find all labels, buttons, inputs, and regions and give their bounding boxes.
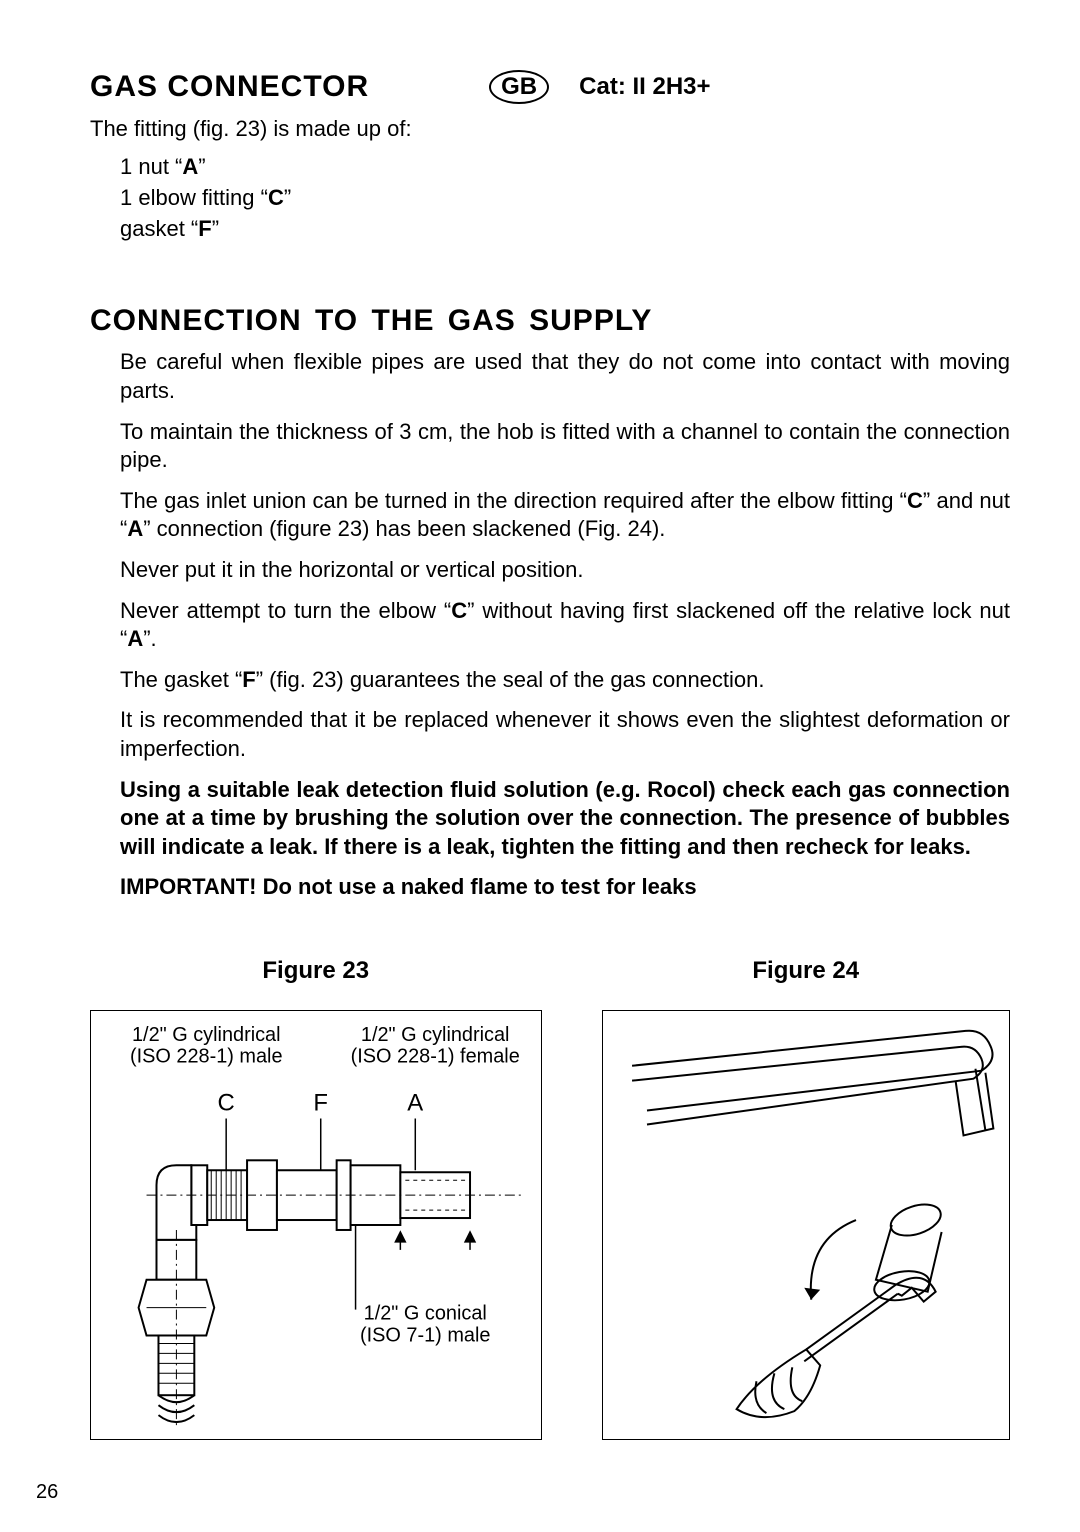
- paragraph: The gasket “F” (fig. 23) guarantees the …: [120, 666, 1010, 695]
- figure-title: Figure 24: [602, 957, 1011, 985]
- svg-text:1/2" G conical: 1/2" G conical: [364, 1302, 487, 1324]
- figure-24-diagram: [602, 1010, 1011, 1440]
- paragraph: The gas inlet union can be turned in the…: [120, 487, 1010, 544]
- svg-text:(ISO 228-1) female: (ISO 228-1) female: [351, 1046, 520, 1068]
- paragraph: It is recommended that it be replaced wh…: [120, 706, 1010, 763]
- intro-item: 1 nut “A”: [120, 152, 1010, 183]
- svg-text:1/2" G cylindrical: 1/2" G cylindrical: [132, 1024, 281, 1046]
- section-title: CONNECTION TO THE GAS SUPPLY: [90, 304, 1010, 338]
- paragraph: Be careful when flexible pipes are used …: [120, 348, 1010, 405]
- intro-item: 1 elbow fitting “C”: [120, 183, 1010, 214]
- paragraph: Never put it in the horizontal or vertic…: [120, 556, 1010, 585]
- svg-text:F: F: [313, 1089, 328, 1116]
- svg-text:A: A: [407, 1089, 423, 1116]
- paragraph-important: IMPORTANT! Do not use a naked flame to t…: [120, 873, 1010, 902]
- paragraph-bold: Using a suitable leak detection fluid so…: [120, 776, 1010, 862]
- svg-text:1/2" G cylindrical: 1/2" G cylindrical: [361, 1024, 510, 1046]
- paragraph: Never attempt to turn the elbow “C” with…: [120, 597, 1010, 654]
- cat-label: Cat: II 2H3+: [579, 73, 710, 101]
- page-number: 26: [36, 1481, 58, 1504]
- intro-item: gasket “F”: [120, 214, 1010, 245]
- paragraph: To maintain the thickness of 3 cm, the h…: [120, 418, 1010, 475]
- gb-badge: GB: [489, 70, 549, 104]
- figure-title: Figure 23: [90, 957, 542, 985]
- svg-text:(ISO 7-1) male: (ISO 7-1) male: [360, 1324, 490, 1346]
- svg-text:C: C: [218, 1089, 235, 1116]
- figure-23-diagram: 1/2" G cylindrical (ISO 228-1) male 1/2"…: [90, 1010, 542, 1440]
- svg-text:(ISO 228-1) male: (ISO 228-1) male: [130, 1046, 283, 1068]
- page-title: GAS CONNECTOR: [90, 70, 369, 104]
- intro-lead: The fitting (fig. 23) is made up of:: [90, 116, 1010, 142]
